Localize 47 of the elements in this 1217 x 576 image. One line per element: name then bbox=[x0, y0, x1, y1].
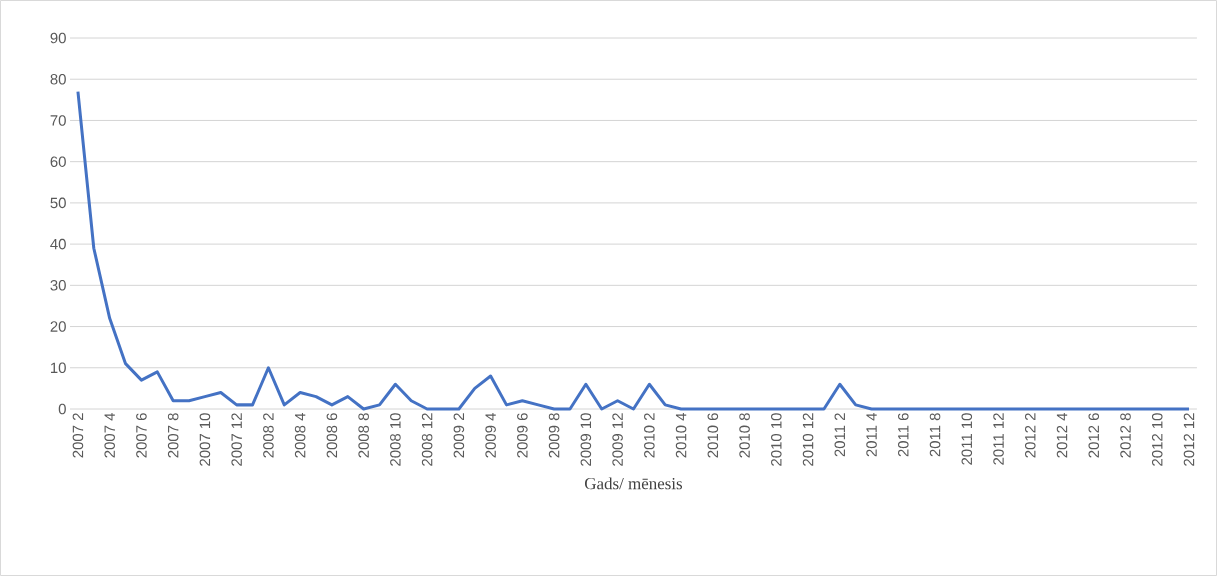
y-tick-label: 50 bbox=[50, 197, 66, 209]
x-tick-label: 2010 10 bbox=[771, 413, 782, 466]
x-tick-label: 2010 6 bbox=[707, 413, 719, 458]
x-tick-label: 2011 2 bbox=[834, 413, 846, 457]
x-tick-label: 2011 6 bbox=[898, 413, 909, 457]
y-tick-label: 60 bbox=[50, 156, 66, 167]
y-tick-label: 20 bbox=[50, 321, 66, 332]
y-tick-label: 70 bbox=[50, 115, 66, 126]
y-tick-label: 80 bbox=[50, 73, 66, 85]
x-tick-label: 2011 8 bbox=[929, 413, 941, 457]
x-axis-title: Gads/ mēnesis bbox=[585, 477, 683, 490]
x-tick-label: 2008 6 bbox=[326, 413, 338, 458]
x-tick-label: 2011 10 bbox=[961, 413, 973, 465]
x-tick-label: 2012 12 bbox=[1183, 413, 1195, 466]
x-tick-label: 2009 10 bbox=[580, 413, 592, 466]
x-tick-label: 2008 4 bbox=[294, 412, 306, 458]
x-tick-label: 2009 6 bbox=[517, 413, 528, 458]
x-tick-label: 2012 8 bbox=[1120, 413, 1131, 458]
x-tick-label: 2010 4 bbox=[675, 412, 687, 458]
x-tick-label: 2007 4 bbox=[104, 412, 115, 458]
x-tick-label: 2008 12 bbox=[421, 413, 433, 466]
y-tick-label: 10 bbox=[51, 362, 66, 374]
y-tick-label: 0 bbox=[58, 403, 66, 415]
x-tick-label: 2007 2 bbox=[72, 413, 84, 458]
x-tick-label: 2011 4 bbox=[866, 412, 877, 457]
x-tick-label: 2010 8 bbox=[739, 413, 750, 458]
y-tick-label: 40 bbox=[50, 238, 66, 250]
x-tick-label: 2009 4 bbox=[485, 412, 496, 458]
x-tick-label: 2009 12 bbox=[612, 413, 623, 466]
x-tick-label: 2012 6 bbox=[1088, 413, 1100, 458]
x-tick-label: 2007 8 bbox=[167, 413, 179, 458]
x-tick-label: 2009 2 bbox=[453, 413, 465, 458]
x-tick-label: 2008 10 bbox=[390, 413, 401, 466]
x-tick-label: 2010 2 bbox=[644, 413, 655, 458]
y-tick-label: 30 bbox=[50, 280, 66, 291]
x-tick-label: 2011 12 bbox=[993, 413, 1004, 465]
x-tick-label: 2008 2 bbox=[263, 413, 274, 458]
x-tick-label: 2007 10 bbox=[199, 413, 211, 466]
x-tick-label: 2010 12 bbox=[802, 413, 814, 466]
x-tick-label: 2008 8 bbox=[358, 413, 369, 458]
x-tick-label: 2012 4 bbox=[1056, 412, 1068, 458]
x-tick-label: 2007 12 bbox=[231, 413, 242, 466]
x-tick-label: 2007 6 bbox=[136, 413, 147, 458]
x-tick-label: 2012 10 bbox=[1151, 413, 1163, 466]
x-tick-label: 2009 8 bbox=[548, 413, 560, 458]
y-tick-label: 90 bbox=[50, 32, 66, 44]
x-tick-label: 2012 2 bbox=[1024, 413, 1036, 458]
